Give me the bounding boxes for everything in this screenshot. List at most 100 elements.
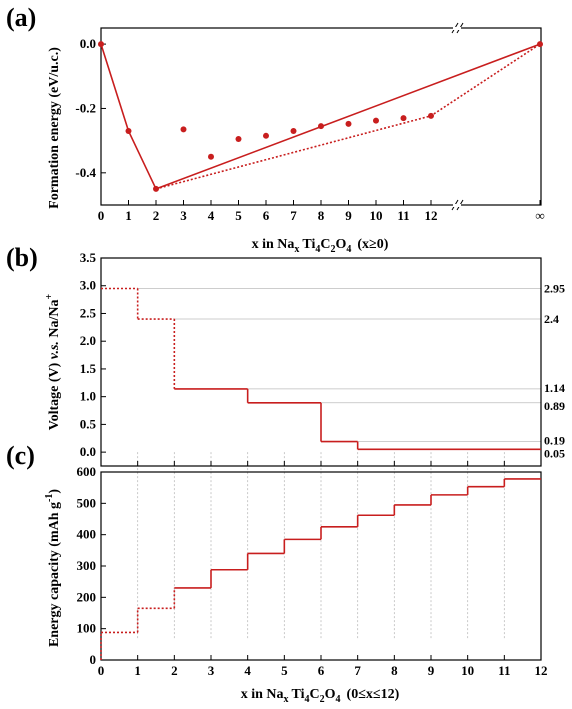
x-tick-label-c: 3 bbox=[208, 663, 215, 678]
x-tick-label-a: 9 bbox=[345, 208, 352, 223]
axis-break-gap-a bbox=[453, 27, 461, 30]
x-tick-label-c: 9 bbox=[428, 663, 435, 678]
x-tick-label-c: 12 bbox=[535, 663, 548, 678]
ylabel-c: Energy capacity (mAh g-1) bbox=[44, 489, 62, 647]
x-tick-label-c: 10 bbox=[461, 663, 474, 678]
xlabel-a-2: 2 bbox=[331, 244, 336, 255]
ylabel-c-pre: Energy capacity (mAh g bbox=[47, 502, 62, 647]
y-tick-label-b: 1.0 bbox=[80, 389, 96, 404]
x-tick-label-a: 5 bbox=[235, 208, 242, 223]
x-tick-label-a: 11 bbox=[397, 208, 409, 223]
x-tick-label-a: 1 bbox=[125, 208, 132, 223]
y-tick-label-a: -0.2 bbox=[75, 100, 96, 115]
ylabel-b-post: Na/Na bbox=[47, 299, 62, 341]
x-tick-label-c: 4 bbox=[244, 663, 251, 678]
xlabel-c-4: 4 bbox=[305, 694, 310, 705]
x-tick-label-c: 6 bbox=[318, 663, 325, 678]
y-tick-label-c: 300 bbox=[77, 558, 97, 573]
y-tick-label-c: 0 bbox=[90, 652, 97, 667]
xlabel-a-x: x bbox=[294, 244, 299, 255]
xlabel-a-post: (x≥0) bbox=[357, 237, 388, 252]
x-tick-label-c: 8 bbox=[391, 663, 398, 678]
y-tick-label-b: 3.0 bbox=[80, 278, 96, 293]
xlabel-c-x: x bbox=[284, 694, 289, 705]
ylabel-a: Formation energy (eV/u.c.) bbox=[47, 47, 62, 209]
data-point bbox=[318, 123, 324, 130]
xlabel-c-2: 2 bbox=[320, 694, 325, 705]
marks-b bbox=[101, 287, 541, 451]
plot-frame-a bbox=[100, 27, 542, 206]
x-tick-label-a: 12 bbox=[425, 208, 438, 223]
xlabel-c-post: (0≤x≤12) bbox=[347, 687, 400, 702]
voltage-value-label: 0.05 bbox=[544, 446, 565, 460]
panel-c: (c) Energy capacity (mAh g-1) 0100200300… bbox=[6, 441, 548, 705]
x-tick-label-a: ∞ bbox=[535, 208, 544, 223]
y-tick-label-b: 0.0 bbox=[80, 444, 96, 459]
xlabel-a: x in Nax Ti4C2O4 (x≥0) bbox=[252, 237, 389, 255]
ylabel-b-sup: + bbox=[44, 293, 55, 299]
y-tick-label-c: 500 bbox=[77, 495, 97, 510]
xlabel-c: x in Nax Ti4C2O4 (0≤x≤12) bbox=[241, 687, 400, 705]
data-point bbox=[428, 112, 434, 119]
ylabel-c-sup: -1 bbox=[44, 494, 55, 502]
xlabel-a-4b: 4 bbox=[346, 244, 351, 255]
data-point bbox=[180, 126, 187, 133]
xlabel-c-c: C bbox=[310, 687, 320, 702]
x-tick-label-a: 7 bbox=[290, 208, 297, 223]
voltage-value-label: 2.4 bbox=[544, 312, 559, 326]
y-tick-label-a: 0.0 bbox=[80, 36, 96, 51]
ylabel-b-pre: Voltage (V) bbox=[47, 359, 62, 430]
xlabel-c-o: O bbox=[325, 687, 336, 702]
data-point bbox=[345, 120, 352, 127]
x-tick-label-c: 7 bbox=[354, 663, 361, 678]
data-point bbox=[153, 185, 159, 192]
axes-b: 0.0 0.5 1.0 1.5 2.0 2.5 3.0 3.5 2.95 2.4 1.14 0.89 0… bbox=[80, 250, 565, 640]
data-point bbox=[290, 127, 297, 134]
x-tick-label-a: 2 bbox=[153, 208, 160, 223]
y-tick-label-b: 2.0 bbox=[80, 333, 96, 348]
marks-a bbox=[98, 41, 543, 192]
x-tick-label-a: 0 bbox=[98, 208, 105, 223]
data-point bbox=[208, 153, 214, 160]
y-tick-label-b: 2.5 bbox=[80, 305, 97, 320]
x-tick-label-a: 10 bbox=[370, 208, 383, 223]
y-tick-label-b: 1.5 bbox=[80, 361, 97, 376]
x-tick-label-c: 5 bbox=[281, 663, 288, 678]
ylabel-b: Voltage (V) v.s. Na/Na+ bbox=[44, 293, 62, 430]
xlabel-c-4b: 4 bbox=[336, 694, 341, 705]
data-point bbox=[400, 115, 407, 122]
y-tick-label-b: 3.5 bbox=[80, 250, 97, 265]
xlabel-a-c: C bbox=[320, 237, 330, 252]
x-tick-label-a: 8 bbox=[318, 208, 325, 223]
marks-c bbox=[100, 478, 541, 660]
xlabel-a-o: O bbox=[336, 237, 347, 252]
data-point bbox=[263, 132, 269, 139]
y-tick-label-b: 0.5 bbox=[80, 416, 97, 431]
voltage-value-label: 1.14 bbox=[544, 381, 565, 395]
convex-hull-line bbox=[100, 43, 541, 190]
x-tick-label-c: 2 bbox=[171, 663, 178, 678]
data-point bbox=[373, 117, 379, 124]
ylabel-b-vs: v.s. bbox=[47, 341, 62, 359]
y-tick-label-c: 200 bbox=[77, 589, 97, 604]
y-tick-label-c: 100 bbox=[77, 621, 97, 636]
ylabel-c-post: ) bbox=[47, 489, 62, 494]
panel-label-b: (b) bbox=[6, 243, 38, 272]
y-tick-label-c: 400 bbox=[77, 527, 97, 542]
panel-b: (b) Voltage (V) v.s. Na/Na+ 0.0 0.5 1.0 1.5… bbox=[6, 243, 565, 640]
panel-label-a: (a) bbox=[6, 3, 36, 32]
data-point bbox=[235, 136, 242, 143]
xlabel-a-ti: Ti bbox=[302, 237, 315, 252]
y-tick-label-a: -0.4 bbox=[75, 165, 96, 180]
x-tick-label-a: 6 bbox=[263, 208, 270, 223]
axis-break-gap-a bbox=[453, 204, 461, 207]
data-point bbox=[125, 127, 132, 134]
axes-a: 0 1 2 3 4 5 6 7 8 9 10 11 12 ∞0.0-0.2-0.4 bbox=[75, 22, 545, 223]
xlabel-c-pre: x in Na bbox=[241, 687, 284, 702]
data-point bbox=[98, 41, 104, 48]
x-tick-label-c: 11 bbox=[498, 663, 510, 678]
xlabel-a-4: 4 bbox=[315, 244, 320, 255]
